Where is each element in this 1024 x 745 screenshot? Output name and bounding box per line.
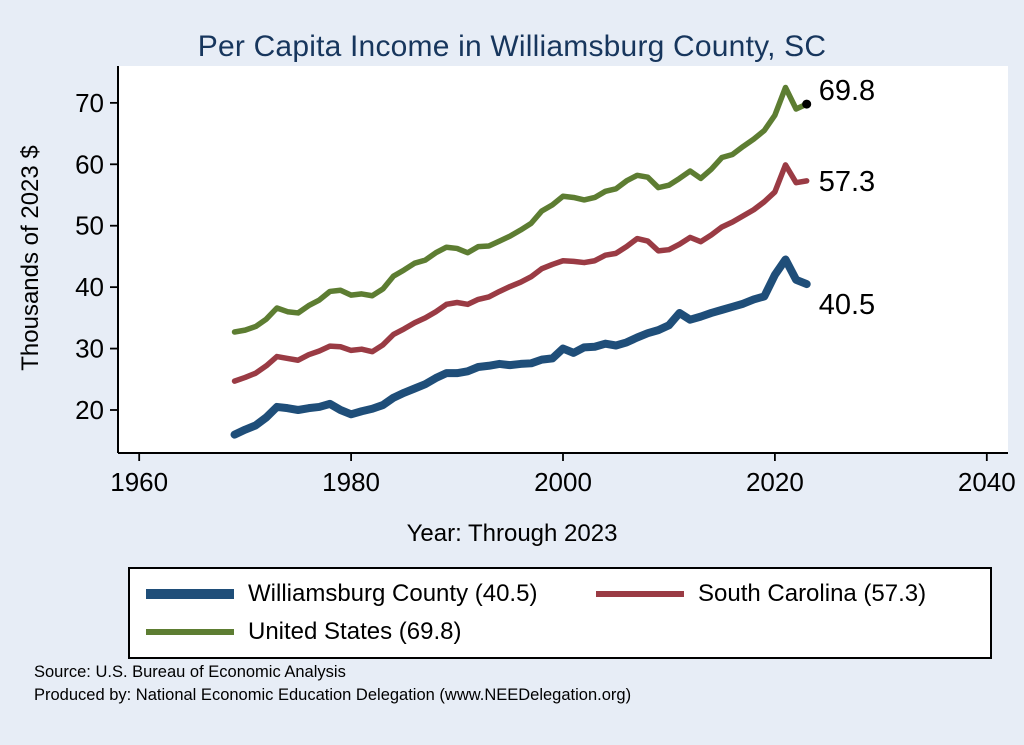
y-tick-label: 40 <box>75 272 104 302</box>
end-marker <box>802 99 812 109</box>
source-note: Source: U.S. Bureau of Economic Analysis… <box>34 661 631 707</box>
legend: Williamsburg County (40.5) South Carolin… <box>128 567 992 659</box>
series-line-south-carolina <box>231 162 810 384</box>
y-tick-label: 30 <box>75 334 104 364</box>
source-line-1: Source: U.S. Bureau of Economic Analysis <box>34 663 346 681</box>
legend-label: South Carolina (57.3) <box>698 580 927 607</box>
legend-label: Williamsburg County (40.5) <box>248 580 538 607</box>
series-line-williamsburg-county <box>230 255 811 439</box>
legend-item-united-states: United States (69.8) <box>146 616 560 648</box>
x-tick-label: 1980 <box>322 467 380 497</box>
source-line-2: Produced by: National Economic Education… <box>34 685 632 704</box>
legend-swatch <box>146 589 234 599</box>
legend-item-south-carolina: South Carolina (57.3) <box>560 578 974 610</box>
legend-item-williamsburg: Williamsburg County (40.5) <box>146 578 560 610</box>
chart-title: Per Capita Income in Williamsburg County… <box>197 30 827 63</box>
legend-swatch <box>596 591 684 597</box>
x-axis-label: Year: Through 2023 <box>406 520 618 547</box>
legend-swatch <box>146 629 234 635</box>
y-tick-label: 70 <box>75 88 104 118</box>
x-tick-label: 1960 <box>110 467 168 497</box>
y-tick-label: 60 <box>75 149 104 179</box>
x-tick-label: 2020 <box>746 467 804 497</box>
x-tick-label: 2000 <box>534 467 592 497</box>
y-axis-label: Thousands of 2023 $ <box>17 145 44 371</box>
y-tick-label: 20 <box>75 395 104 425</box>
end-label-williamsburg-county: 40.5 <box>819 289 875 321</box>
y-tick-label: 50 <box>75 211 104 241</box>
legend-label: United States (69.8) <box>248 618 462 645</box>
chart-svg: Thousands of 2023 $ 20 30 40 50 60 70 1960 1980… <box>17 66 1016 497</box>
end-label-united-states: 69.8 <box>819 75 875 107</box>
series-line-united-states <box>231 84 810 335</box>
x-tick-label: 2040 <box>958 467 1016 497</box>
end-label-south-carolina: 57.3 <box>819 166 875 198</box>
